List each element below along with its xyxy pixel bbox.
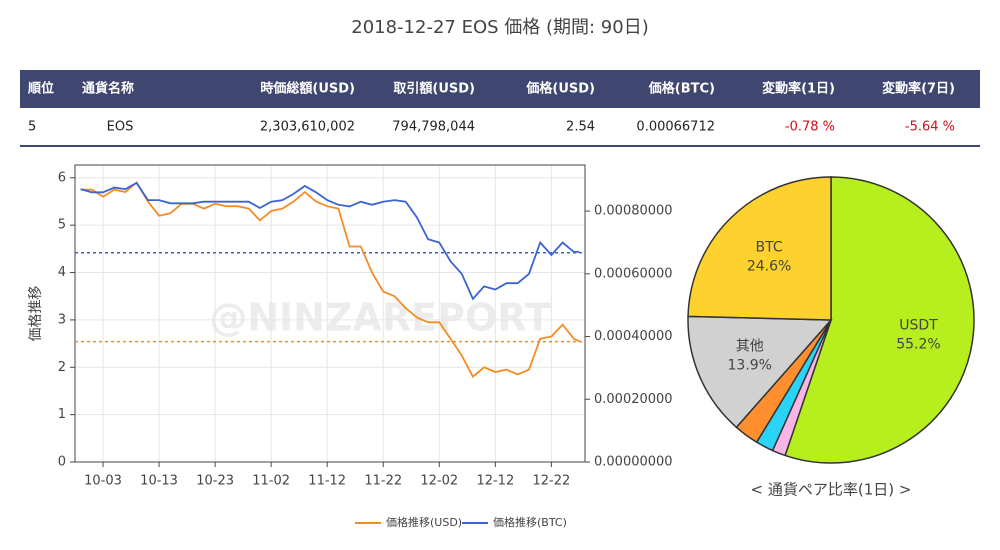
y2-tick-label: 0.00020000 [594,392,673,407]
table-cell: 0.00066712 [636,120,715,135]
table-cell: -5.64 % [905,120,955,135]
pie-caption: < 通貨ペア比率(1日) > [751,481,912,499]
plot-frame [74,164,586,463]
series-line [80,181,580,301]
x-tick-label: 10-23 [196,474,234,489]
y-tick-label: 1 [58,407,66,422]
x-tick-label: 11-02 [252,474,290,489]
series-line [80,181,580,379]
y-tick-label: 6 [58,170,66,185]
y2-tick-label: 0.00080000 [594,204,673,219]
x-tick-label: 12-22 [532,474,570,489]
table-header-cell: 通貨名称 [82,81,134,97]
page-title: 2018-12-27 EOS 価格 (期間: 90日) [351,17,648,38]
x-tick-label: 11-22 [364,474,402,489]
pie-value: 24.6% [747,259,791,275]
table-cell: -0.78 % [785,120,835,135]
table-header-cell: 変動率(1日) [762,81,835,97]
legend-label: 価格推移(USD) [386,515,462,529]
x-tick-label: 10-03 [84,474,122,489]
table-header [20,70,980,108]
pie-label: 其他 [736,338,764,354]
table-cell: EOS [107,120,134,135]
pie-slice [784,176,975,464]
legend-label: 価格推移(BTC) [493,515,567,529]
pie-value: 55.2% [896,336,940,352]
table-cell: 2.54 [566,120,595,135]
y2-tick-label: 0.00060000 [594,266,673,281]
pie-value: 13.9% [728,357,772,373]
y-tick-label: 2 [58,360,66,375]
pie-slice [687,176,832,321]
y2-tick-label: 0.00000000 [594,455,673,470]
y-tick-label: 4 [58,265,66,280]
x-tick-label: 12-02 [420,474,458,489]
x-tick-label: 12-12 [476,474,514,489]
pie-label: BTC [756,240,783,256]
table-header-cell: 時価総額(USD) [260,81,355,97]
watermark: @NINZAREPORT [209,296,551,340]
table-header-cell: 価格(USD) [525,81,595,97]
x-tick-label: 10-13 [140,474,178,489]
table-cell: 2,303,610,002 [260,120,355,135]
table-header-cell: 変動率(7日) [882,81,955,97]
y-tick-label: 0 [58,455,66,470]
x-tick-label: 11-12 [308,474,346,489]
y-tick-label: 3 [58,312,66,327]
y-axis-label: 価格推移 [28,286,44,342]
pie-label: USDT [899,317,938,333]
table-cell: 794,798,044 [392,120,475,135]
table-header-cell: 取引額(USD) [393,81,475,97]
table-header-cell: 順位 [28,81,54,97]
pie-slice [687,315,833,429]
table-header-cell: 価格(BTC) [648,81,715,97]
y2-tick-label: 0.00040000 [594,329,673,344]
y-tick-label: 5 [58,218,66,233]
table-cell: 5 [28,120,36,135]
